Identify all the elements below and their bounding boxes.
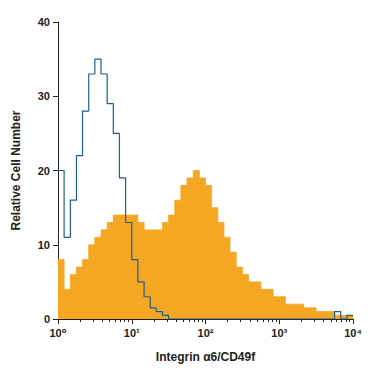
svg-text:10²: 10² [198, 327, 214, 339]
svg-text:20: 20 [38, 165, 50, 177]
svg-text:10³: 10³ [271, 327, 287, 339]
svg-text:30: 30 [38, 90, 50, 102]
svg-text:10¹: 10¹ [124, 327, 140, 339]
svg-text:Relative Cell Number: Relative Cell Number [9, 110, 23, 230]
svg-text:Integrin α6/CD49f: Integrin α6/CD49f [156, 350, 256, 364]
svg-text:10⁴: 10⁴ [344, 327, 362, 339]
svg-text:0: 0 [44, 313, 50, 325]
svg-text:10⁰: 10⁰ [49, 327, 66, 339]
svg-text:40: 40 [38, 16, 50, 28]
svg-text:10: 10 [38, 239, 50, 251]
